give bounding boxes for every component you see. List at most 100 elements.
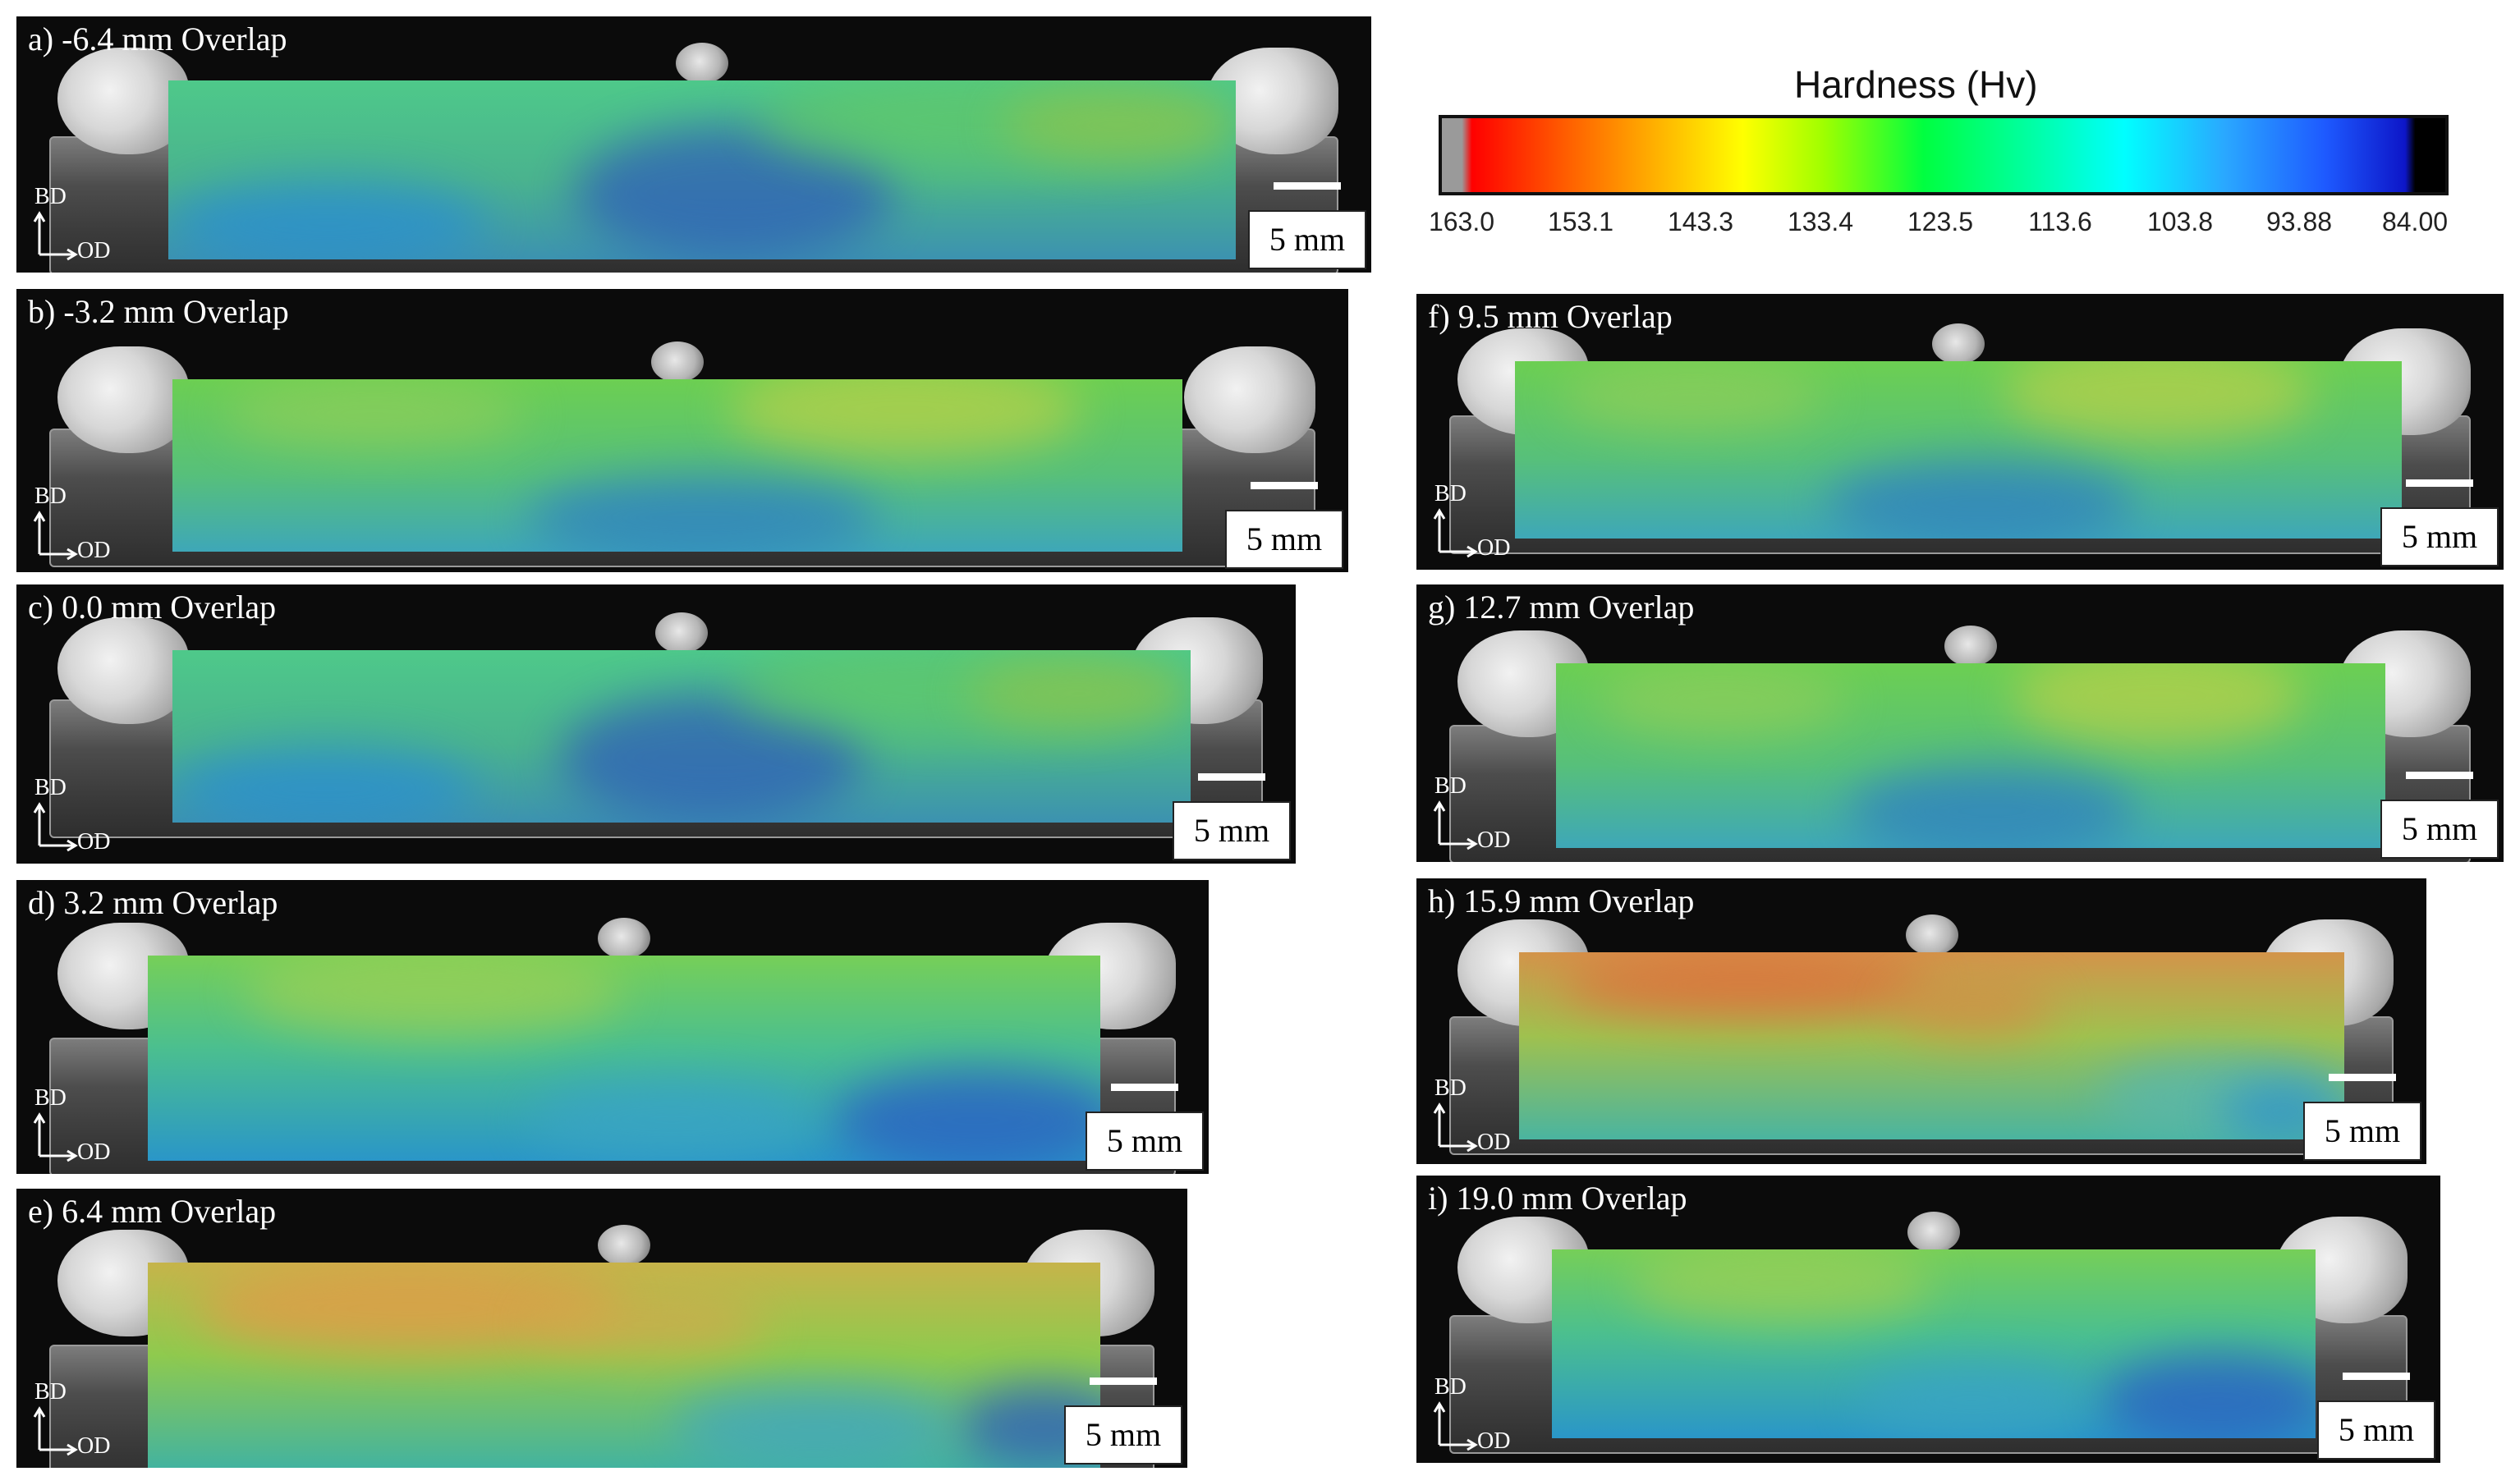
od-label: OD [77,1433,111,1459]
axis-arrows-icon [1433,1102,1478,1153]
hardness-region [1825,458,2136,539]
panel-label: i) 19.0 mm Overlap [1428,1180,1687,1217]
scale-bar-box: 5 mm [1086,1084,1204,1171]
bd-label: BD [1434,773,1467,799]
hardness-contour-map [1552,1249,2316,1438]
scale-bar-label: 5 mm [2401,810,2478,847]
bd-label: BD [1434,481,1467,507]
hardness-region [966,658,1191,728]
od-label: OD [1477,1428,1511,1454]
hardness-region [728,379,1081,457]
scale-bar-box: 5 mm [1225,482,1343,569]
axis-arrows-icon [33,1112,78,1162]
bd-label: BD [1434,1075,1467,1101]
hardness-contour-map [148,1263,1100,1468]
panel-label: a) -6.4 mm Overlap [28,21,287,57]
bd-label: BD [34,484,67,509]
colorbar-tick: 133.4 [1787,207,1854,236]
hardness-map-panel: c) 0.0 mm Overlap BD OD 5 mm [16,584,1296,864]
hardness-region [1628,1249,1934,1325]
hardness-contour-map [172,379,1182,552]
hardness-contour-map [148,956,1100,1161]
hardness-region [1890,980,2056,1037]
bd-label: BD [34,1379,67,1405]
bd-label: BD [34,775,67,800]
weld-crown [598,918,650,959]
weld-crown [1932,323,1985,364]
hardness-region [168,178,489,259]
weld-crown [676,43,728,84]
hardness-region [529,1293,767,1355]
weld-crown [1944,626,1997,667]
hardness-contour-map [172,650,1191,823]
weld-crown [655,612,708,653]
colorbar-title: Hardness (Hv) [1794,63,2038,106]
od-label: OD [1477,535,1511,561]
scale-bar-box: 5 mm [2303,1074,2421,1161]
panel-label: e) 6.4 mm Overlap [28,1193,277,1230]
hardness-map-panel: b) -3.2 mm Overlap BD OD 5 mm [16,289,1348,572]
od-label: OD [77,238,111,264]
panel-label: b) -3.2 mm Overlap [28,293,289,330]
scale-bar-box: 5 mm [1248,182,1366,269]
axis-arrows-icon [1433,508,1478,558]
hardness-contour-map [1515,361,2402,539]
scale-bar-box: 5 mm [2317,1373,2435,1460]
hardness-map-panel: i) 19.0 mm Overlap BD OD 5 mm [1416,1176,2440,1463]
colorbar-tick: 93.88 [2265,207,2333,236]
weld-crown [1905,914,1958,956]
scale-bar [1198,773,1265,781]
hardness-region [2003,361,2313,442]
hardness-map-panel: a) -6.4 mm Overlap BD OD 5 mm [16,16,1371,273]
scale-bar [2343,1373,2410,1380]
hardness-region [243,956,624,1038]
hardness-contour-map [1556,663,2385,848]
hardness-map-panel: f) 9.5 mm Overlap BD OD 5 mm [1416,294,2504,570]
hardness-contour-map [168,80,1236,259]
scale-bar-box: 5 mm [1064,1377,1182,1465]
scale-bar [1251,482,1318,489]
weld-end-bead [57,48,189,154]
hardness-region [172,745,478,823]
od-label: OD [77,829,111,855]
scale-bar [1111,1084,1178,1091]
hardness-region [526,474,879,552]
axis-arrows-icon [1433,800,1478,850]
scale-bar-label: 5 mm [1246,520,1323,557]
hardness-region [1001,89,1236,162]
hardness-region [672,1386,957,1468]
scale-bar [2406,479,2473,487]
colorbar-tick: 113.6 [2028,207,2092,236]
scale-bar-label: 5 mm [1269,221,1346,258]
weld-end-bead [57,617,189,724]
scale-bar-box: 5 mm [2380,479,2499,566]
hardness-region [1597,663,1847,737]
axis-arrows-icon [1433,1401,1478,1451]
bd-label: BD [34,1085,67,1111]
scale-bar-label: 5 mm [1193,812,1270,849]
panel-label: c) 0.0 mm Overlap [28,589,277,626]
od-label: OD [1477,1130,1511,1155]
weld-crown [651,341,704,383]
hardness-contour-map [1519,952,2344,1139]
hardness-map-panel: h) 15.9 mm Overlap BD OD 5 mm [1416,878,2426,1164]
weld-end-bead [57,346,189,453]
colorbar-tick: 103.8 [2146,207,2214,236]
hardness-region [833,1068,1100,1161]
scale-bar-box: 5 mm [1173,773,1291,860]
scale-bar-label: 5 mm [1106,1122,1183,1159]
od-label: OD [1477,827,1511,853]
axis-arrows-icon [33,211,78,261]
scale-bar [2406,772,2473,779]
hardness-region [1857,1363,2086,1438]
hardness-region [529,1079,815,1161]
scale-bar-label: 5 mm [2338,1411,2415,1448]
bd-label: BD [1434,1374,1467,1400]
axis-arrows-icon [33,802,78,852]
hardness-map-panel: e) 6.4 mm Overlap BD OD 5 mm [16,1189,1187,1468]
panel-label: d) 3.2 mm Overlap [28,884,278,921]
scale-bar [1274,182,1341,190]
bd-label: BD [34,184,67,209]
hardness-region [1560,952,1932,1018]
panel-label: g) 12.7 mm Overlap [1428,589,1695,626]
